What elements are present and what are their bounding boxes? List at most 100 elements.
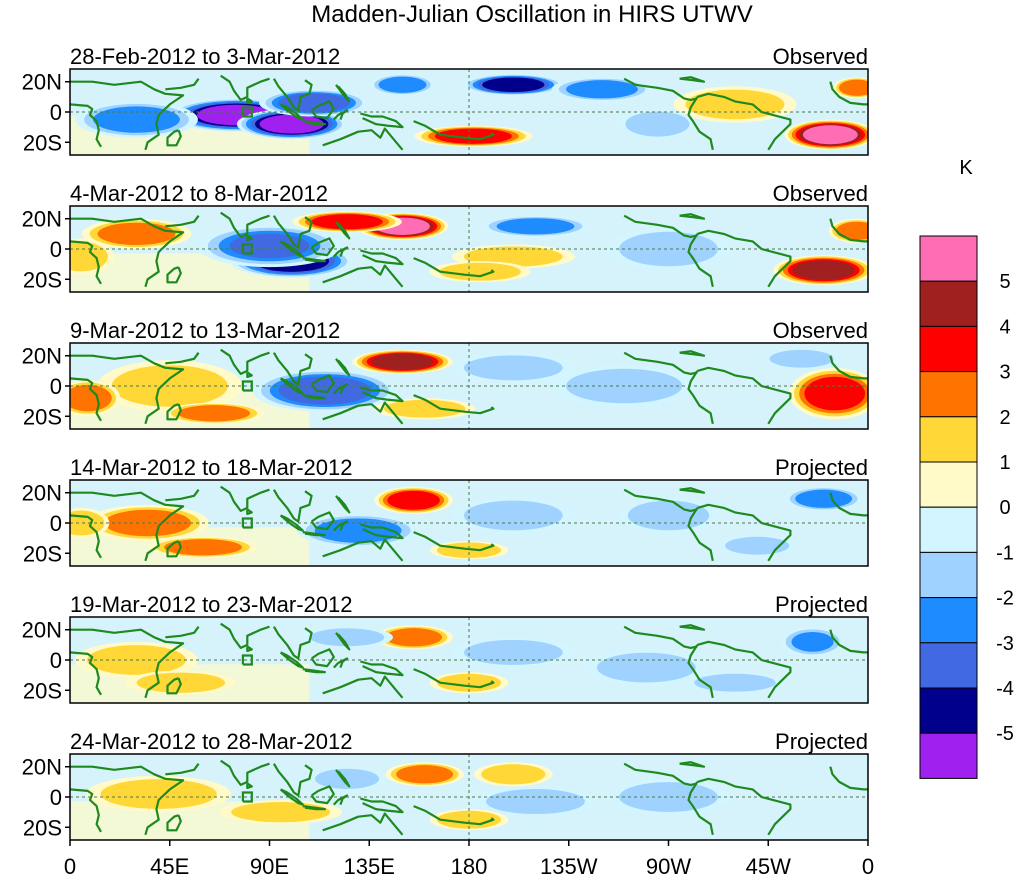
anomaly-contour — [841, 80, 868, 95]
coastline-sulawesi — [333, 246, 349, 258]
anomaly-contour — [732, 538, 783, 553]
coastline-australia — [322, 127, 404, 151]
map-panel-5: 19-Mar-2012 to 23-Mar-2012 Projected 20N 0 2… — [22, 592, 869, 704]
coastline-sulawesi — [333, 383, 349, 395]
anomaly-contour — [393, 401, 456, 416]
coastline-westafricaN — [829, 492, 868, 517]
panel-kind-label: Projected — [775, 455, 868, 480]
figure-title: Madden-Julian Oscillation in HIRS UTWV — [311, 1, 752, 28]
panel-date-range: 28-Feb-2012 to 3-Mar-2012 — [70, 44, 340, 69]
anomaly-contour — [105, 224, 168, 244]
coastline-cuba — [679, 487, 706, 494]
coastline-arabia — [165, 626, 200, 639]
lat-tick-label: 0 — [50, 648, 62, 673]
lat-tick-label: 20N — [22, 207, 62, 232]
coastline-pacificIsles — [413, 120, 495, 141]
colorbar-swatch — [919, 235, 978, 282]
coastline-arabia — [165, 763, 200, 776]
coastline-newguinea — [360, 523, 404, 540]
coastline-borneo — [310, 100, 335, 120]
map-panels: 28-Feb-2012 to 3-Mar-2012 Observed 20N 0 20S… — [22, 44, 869, 841]
coastline-india — [220, 74, 270, 101]
lon-tick-label: 45E — [150, 854, 189, 879]
coastline-newguinea — [360, 249, 404, 266]
panel-kind-label: Projected — [775, 729, 868, 754]
coastline-arabia — [165, 352, 200, 365]
panel-date-range: 19-Mar-2012 to 23-Mar-2012 — [70, 592, 352, 617]
lon-tick-label: 90W — [646, 854, 691, 879]
anomaly-contour — [776, 351, 827, 367]
coastline-pacificIsles — [413, 257, 495, 278]
colorbar-swatch — [919, 325, 978, 373]
lat-tick-label: 0 — [50, 100, 62, 125]
anomaly-contour — [475, 357, 551, 378]
anomaly-contour — [102, 108, 171, 131]
anomaly-contour — [318, 630, 376, 645]
coastline-india — [220, 211, 270, 238]
coastline-sulawesi — [333, 794, 349, 806]
map-panel-4: 14-Mar-2012 to 18-Mar-2012 Projected 20N 0 2… — [22, 455, 869, 567]
anomaly-contour — [632, 114, 683, 134]
colorbar-swatch — [919, 551, 978, 599]
colorbar-swatch — [919, 687, 978, 734]
anomaly-contour — [113, 512, 182, 534]
coastline-madagascar — [166, 814, 182, 832]
colorbar-tick-label: -4 — [996, 678, 1014, 700]
colorbar-units-label: K — [959, 157, 973, 179]
coastline-madagascar — [166, 266, 182, 284]
colorbar-tick-label: 3 — [999, 362, 1010, 384]
panel-kind-label: Observed — [773, 44, 868, 69]
coastline-madagascar — [166, 677, 182, 695]
lat-tick-label: 20N — [22, 755, 62, 780]
coastline-sulawesi — [333, 109, 349, 121]
coastline-arabia — [165, 489, 200, 502]
anomaly-contour — [791, 631, 834, 652]
coastline-newguinea — [360, 797, 404, 814]
lat-tick-label: 20S — [23, 130, 62, 155]
coastline-samerica — [697, 366, 792, 425]
coastline-java — [302, 668, 326, 674]
lat-tick-label: 20S — [23, 541, 62, 566]
coastline-india — [220, 622, 270, 649]
lon-tick-label: 180 — [451, 854, 488, 879]
coastline-arabia — [165, 215, 200, 228]
colorbar-tick-label: 1 — [999, 452, 1010, 474]
anomaly-contour — [608, 655, 684, 680]
colorbar: 5 4 3 2 1 0 -1 -2 -3 -4 -5 — [919, 235, 1014, 779]
anomaly-contour — [382, 77, 423, 92]
reference-box — [241, 243, 253, 255]
coastline-sumatra — [279, 377, 304, 395]
lon-tick-label: 0 — [862, 854, 874, 879]
lon-tick-label: 135E — [344, 854, 395, 879]
panel-date-range: 4-Mar-2012 to 8-Mar-2012 — [70, 181, 328, 206]
coastline-samerica — [697, 229, 792, 288]
coastline-samericaWest — [687, 644, 714, 699]
lon-tick-label: 0 — [64, 854, 76, 879]
lat-tick-label: 20S — [23, 267, 62, 292]
coastline-westafricaN — [829, 766, 868, 791]
coastline-westafricaN — [829, 629, 868, 654]
coastline-indochina — [272, 626, 313, 660]
coastline-samericaWest — [687, 96, 714, 151]
coastline-java — [302, 394, 326, 400]
coastline-srilanka — [246, 371, 253, 378]
map-panel-3: 9-Mar-2012 to 13-Mar-2012 Observed 20N 0 20S — [22, 318, 869, 430]
coastline-sumatra — [279, 788, 304, 806]
coastline-africaWest — [70, 514, 102, 559]
lat-tick-label: 20S — [23, 815, 62, 840]
anomaly-contour — [317, 215, 377, 229]
coastline-cuba — [679, 76, 706, 83]
anomaly-contour — [573, 81, 631, 97]
coastline-sumatra — [279, 514, 304, 532]
coastline-westafricaN — [829, 218, 868, 243]
coastline-indochina — [272, 352, 313, 386]
colorbar-tick-label: 5 — [999, 271, 1010, 293]
coastline-australia — [322, 812, 404, 836]
coastline-philippines — [335, 358, 351, 377]
coastline-indochina — [272, 78, 313, 112]
coastline-mesoamerica — [623, 351, 698, 375]
coastline-samericaWest — [687, 370, 714, 425]
colorbar-tick-label: -5 — [996, 723, 1014, 745]
colorbar-tick-label: -1 — [996, 542, 1014, 564]
reference-box — [241, 380, 253, 392]
